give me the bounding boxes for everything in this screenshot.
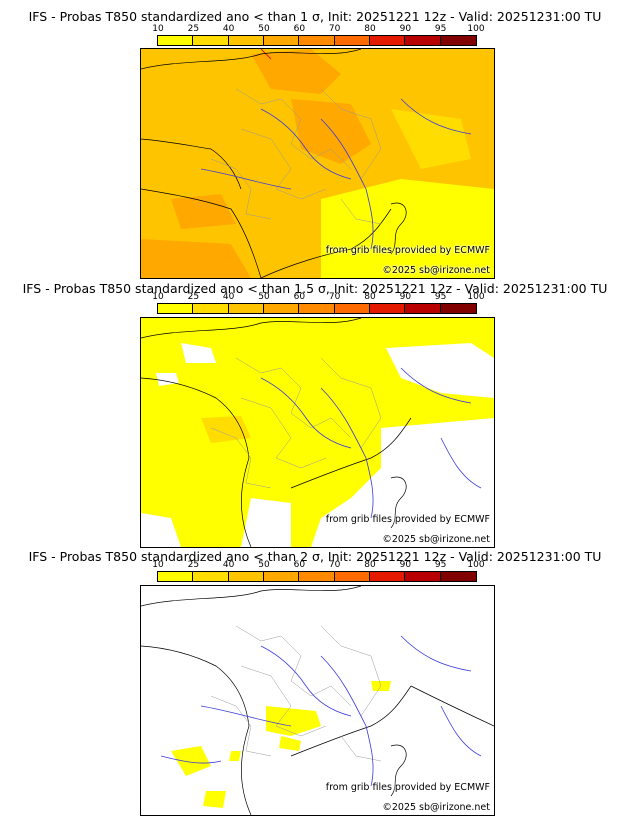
colorbar-swatch	[263, 304, 300, 313]
colorbar-swatch	[158, 304, 194, 313]
colorbar-swatch	[334, 304, 370, 313]
colorbar-swatch	[299, 304, 335, 313]
colorbar-tick-label: 90	[399, 292, 412, 302]
colorbar-tick-label: 95	[434, 24, 447, 34]
colorbar-swatch	[193, 572, 229, 581]
colorbar-tick-label: 70	[328, 24, 341, 34]
colorbar-tick-label: 40	[222, 560, 235, 570]
colorbar-tick-label: 100	[467, 560, 485, 570]
colorbar-swatch	[263, 572, 300, 581]
colorbar-tick-label: 25	[187, 24, 200, 34]
data-provider-credit: from grib files provided by ECMWF	[325, 245, 490, 256]
colorbar-swatch	[228, 36, 264, 45]
colorbar-swatch	[405, 572, 441, 581]
copyright-credit: ©2025 sb@irizone.net	[382, 802, 490, 813]
colorbar-swatch	[158, 572, 194, 581]
colorbar	[157, 571, 477, 582]
map-canvas	[141, 318, 494, 547]
map-area: from grib files provided by ECMWF ©2025 …	[140, 48, 495, 279]
colorbar-swatch	[158, 36, 194, 45]
colorbar-tick-label: 80	[364, 292, 376, 302]
colorbar-tick-label: 70	[328, 292, 341, 302]
colorbar	[157, 35, 477, 46]
colorbar-swatch	[193, 304, 229, 313]
data-provider-credit: from grib files provided by ECMWF	[325, 514, 490, 525]
colorbar-swatch	[299, 572, 335, 581]
colorbar-labels: 10 25 40 50 60 70 80 90 95 100	[152, 24, 484, 34]
colorbar-tick-label: 25	[187, 292, 200, 302]
colorbar-tick-label: 100	[467, 24, 485, 34]
colorbar-tick-label: 60	[293, 24, 306, 34]
colorbar-tick-label: 95	[434, 560, 447, 570]
colorbar-swatch	[369, 304, 406, 313]
colorbar-swatch	[369, 36, 406, 45]
colorbar-swatch	[369, 572, 406, 581]
panel-title: IFS - Probas T850 standardized ano < tha…	[28, 549, 602, 564]
copyright-credit: ©2025 sb@irizone.net	[382, 534, 490, 545]
colorbar-labels: 10 25 40 50 60 70 80 90 95 100	[152, 560, 484, 570]
colorbar-tick-label: 40	[222, 292, 235, 302]
colorbar-swatch	[334, 36, 370, 45]
map-canvas	[141, 49, 494, 278]
colorbar-swatch	[228, 572, 264, 581]
colorbar-tick-label: 80	[364, 560, 376, 570]
colorbar-tick-label: 80	[364, 24, 376, 34]
colorbar-tick-label: 90	[399, 560, 412, 570]
colorbar-tick-label: 100	[467, 292, 485, 302]
colorbar-tick-label: 50	[258, 292, 270, 302]
colorbar-swatch	[440, 36, 476, 45]
colorbar-swatch	[440, 304, 476, 313]
panel-title: IFS - Probas T850 standardized ano < tha…	[28, 9, 602, 24]
colorbar-swatch	[193, 36, 229, 45]
colorbar-tick-label: 10	[152, 560, 164, 570]
colorbar-swatch	[263, 36, 300, 45]
colorbar-tick-label: 95	[434, 292, 447, 302]
colorbar-tick-label: 25	[187, 560, 200, 570]
colorbar-swatch	[405, 304, 441, 313]
colorbar-tick-label: 40	[222, 24, 235, 34]
colorbar-swatch	[299, 36, 335, 45]
colorbar-tick-label: 60	[293, 292, 306, 302]
colorbar-tick-label: 90	[399, 24, 412, 34]
map-area: from grib files provided by ECMWF ©2025 …	[140, 585, 495, 816]
colorbar-swatch	[334, 572, 370, 581]
colorbar-tick-label: 60	[293, 560, 306, 570]
colorbar-tick-label: 10	[152, 24, 164, 34]
map-canvas	[141, 586, 494, 815]
data-provider-credit: from grib files provided by ECMWF	[325, 782, 490, 793]
colorbar-swatch	[405, 36, 441, 45]
copyright-credit: ©2025 sb@irizone.net	[382, 265, 490, 276]
colorbar-tick-label: 50	[258, 560, 270, 570]
colorbar-tick-label: 70	[328, 560, 341, 570]
colorbar-swatch	[228, 304, 264, 313]
panel-title: IFS - Probas T850 standardized ano < tha…	[22, 281, 608, 296]
colorbar-swatch	[440, 572, 476, 581]
colorbar-tick-label: 50	[258, 24, 270, 34]
colorbar-tick-label: 10	[152, 292, 164, 302]
map-area: from grib files provided by ECMWF ©2025 …	[140, 317, 495, 548]
colorbar	[157, 303, 477, 314]
colorbar-labels: 10 25 40 50 60 70 80 90 95 100	[152, 292, 484, 302]
